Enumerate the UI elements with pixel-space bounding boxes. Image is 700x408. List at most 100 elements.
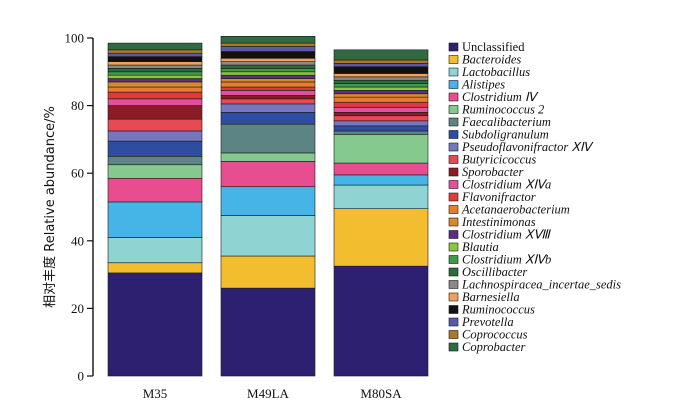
legend-item: Flavonifractor (448, 190, 536, 204)
x-tick-labels: M35 M49LA M80SA (143, 386, 402, 401)
bar-segment (220, 287, 316, 377)
bar-segment (107, 156, 203, 166)
legend-swatch (448, 280, 459, 289)
legend-item: Ruminococcus (448, 303, 535, 317)
legend-swatch (448, 305, 459, 314)
bar-segment (107, 86, 203, 93)
bar-segment (333, 134, 429, 164)
x-tick-label: M80SA (360, 386, 402, 401)
legend-label: Sporobacter (462, 165, 523, 179)
bar-segment (107, 64, 203, 69)
bar-segment (333, 86, 429, 91)
legend-label: Alistipes (461, 78, 505, 92)
bar-segment (220, 112, 316, 125)
bar-segment (220, 57, 316, 62)
y-tick-label: 20 (71, 301, 84, 316)
bar-m80sa (333, 49, 429, 377)
legend-label: Clostridium ⅩⅣa (462, 178, 551, 192)
bar-segment (333, 184, 429, 209)
bar-segment (333, 63, 429, 68)
bar-segment (220, 215, 316, 257)
legend-swatch (448, 167, 459, 177)
bar-segment (333, 106, 429, 113)
bar-segment (333, 73, 429, 78)
bar-segment (107, 105, 203, 120)
legend-item: Pseudoflavonifractor ⅩⅣ (448, 140, 594, 154)
y-ticks: 0 20 40 60 80 100 (65, 31, 93, 384)
legend-label: Subdoligranulum (462, 128, 549, 142)
bar-segment (333, 59, 429, 64)
bar-segment (333, 49, 429, 61)
bar-segment (107, 91, 203, 100)
legend-label: Unclassified (462, 40, 525, 54)
legend-item: Coprobacter (448, 340, 526, 354)
legend-swatch (448, 117, 459, 127)
bar-segment (107, 98, 203, 106)
legend-item: Butyricicoccus (448, 153, 536, 167)
legend-label: Intestinimonas (461, 215, 536, 229)
legend-swatch (448, 330, 459, 339)
bar-segment (220, 95, 316, 100)
bar-segment (333, 101, 429, 108)
legend-label: Faecalibacterium (461, 115, 551, 129)
bar-segment (220, 152, 316, 162)
bar-segment (220, 42, 316, 47)
bar-segment (107, 201, 203, 238)
bar-segment (107, 237, 203, 264)
bar-segment (107, 49, 203, 54)
legend-label: Oscillibacter (462, 265, 527, 279)
legend-swatch (448, 92, 459, 102)
bar-segment (220, 61, 316, 66)
bar-segment (333, 125, 429, 132)
bar-segment (220, 90, 316, 96)
bar-segment (107, 81, 203, 88)
legend-swatch (448, 317, 459, 327)
bar-m35 (107, 42, 203, 377)
bar-segment (107, 78, 203, 83)
legend-swatch (448, 180, 459, 189)
y-tick-label: 80 (71, 98, 84, 113)
bar-segment (107, 71, 203, 76)
legend-swatch (448, 255, 459, 264)
legend-label: Acetanaerobacterium (461, 203, 570, 217)
x-tick-label: M35 (143, 386, 168, 401)
bar-segment (333, 93, 429, 98)
legend-swatch (448, 292, 459, 302)
legend-label: Ruminococcus (461, 303, 535, 317)
legend-label: Pseudoflavonifractor ⅩⅣ (461, 140, 594, 154)
legend-swatch (448, 242, 459, 252)
bar-segment (333, 96, 429, 103)
bar-segment (220, 51, 316, 59)
y-axis-label: 相对丰度 Relative abundance/% (42, 106, 58, 308)
legend-label: Barnesiella (462, 290, 520, 304)
legend-item: Clostridium Ⅳ (448, 90, 539, 104)
legend-item: Lactobacillus (448, 65, 530, 79)
legend-swatch (448, 142, 459, 152)
legend-swatch (448, 80, 459, 89)
legend-swatch (448, 67, 459, 77)
legend-item: Acetanaerobacterium (448, 203, 570, 217)
legend-swatch (448, 55, 459, 64)
bar-segment (220, 255, 316, 289)
legend-swatch (448, 192, 459, 202)
bar-segment (333, 90, 429, 95)
bar-segment (220, 68, 316, 73)
x-tick-label: M49LA (247, 386, 290, 401)
y-tick-label: 0 (78, 369, 85, 384)
legend-item: Alistipes (448, 78, 505, 92)
legend-label: Lactobacillus (461, 65, 530, 79)
legend-item: Barnesiella (448, 290, 520, 304)
bar-segment (333, 115, 429, 122)
legend-label: Clostridium ⅩⅧ (462, 228, 551, 242)
legend-item: Lachnospiracea_incertae_sedis (448, 278, 621, 292)
bar-segment (333, 120, 429, 127)
bar-segment (333, 174, 429, 186)
bar-segment (220, 98, 316, 105)
legend-item: Clostridium ⅩⅣb (448, 253, 551, 267)
y-tick-label: 100 (65, 31, 85, 46)
bar-m49la (220, 36, 316, 377)
legend-label: Flavonifractor (461, 190, 536, 204)
legend-swatch (448, 130, 459, 139)
legend-item: Unclassified (448, 40, 525, 54)
legend-swatch (448, 42, 459, 52)
